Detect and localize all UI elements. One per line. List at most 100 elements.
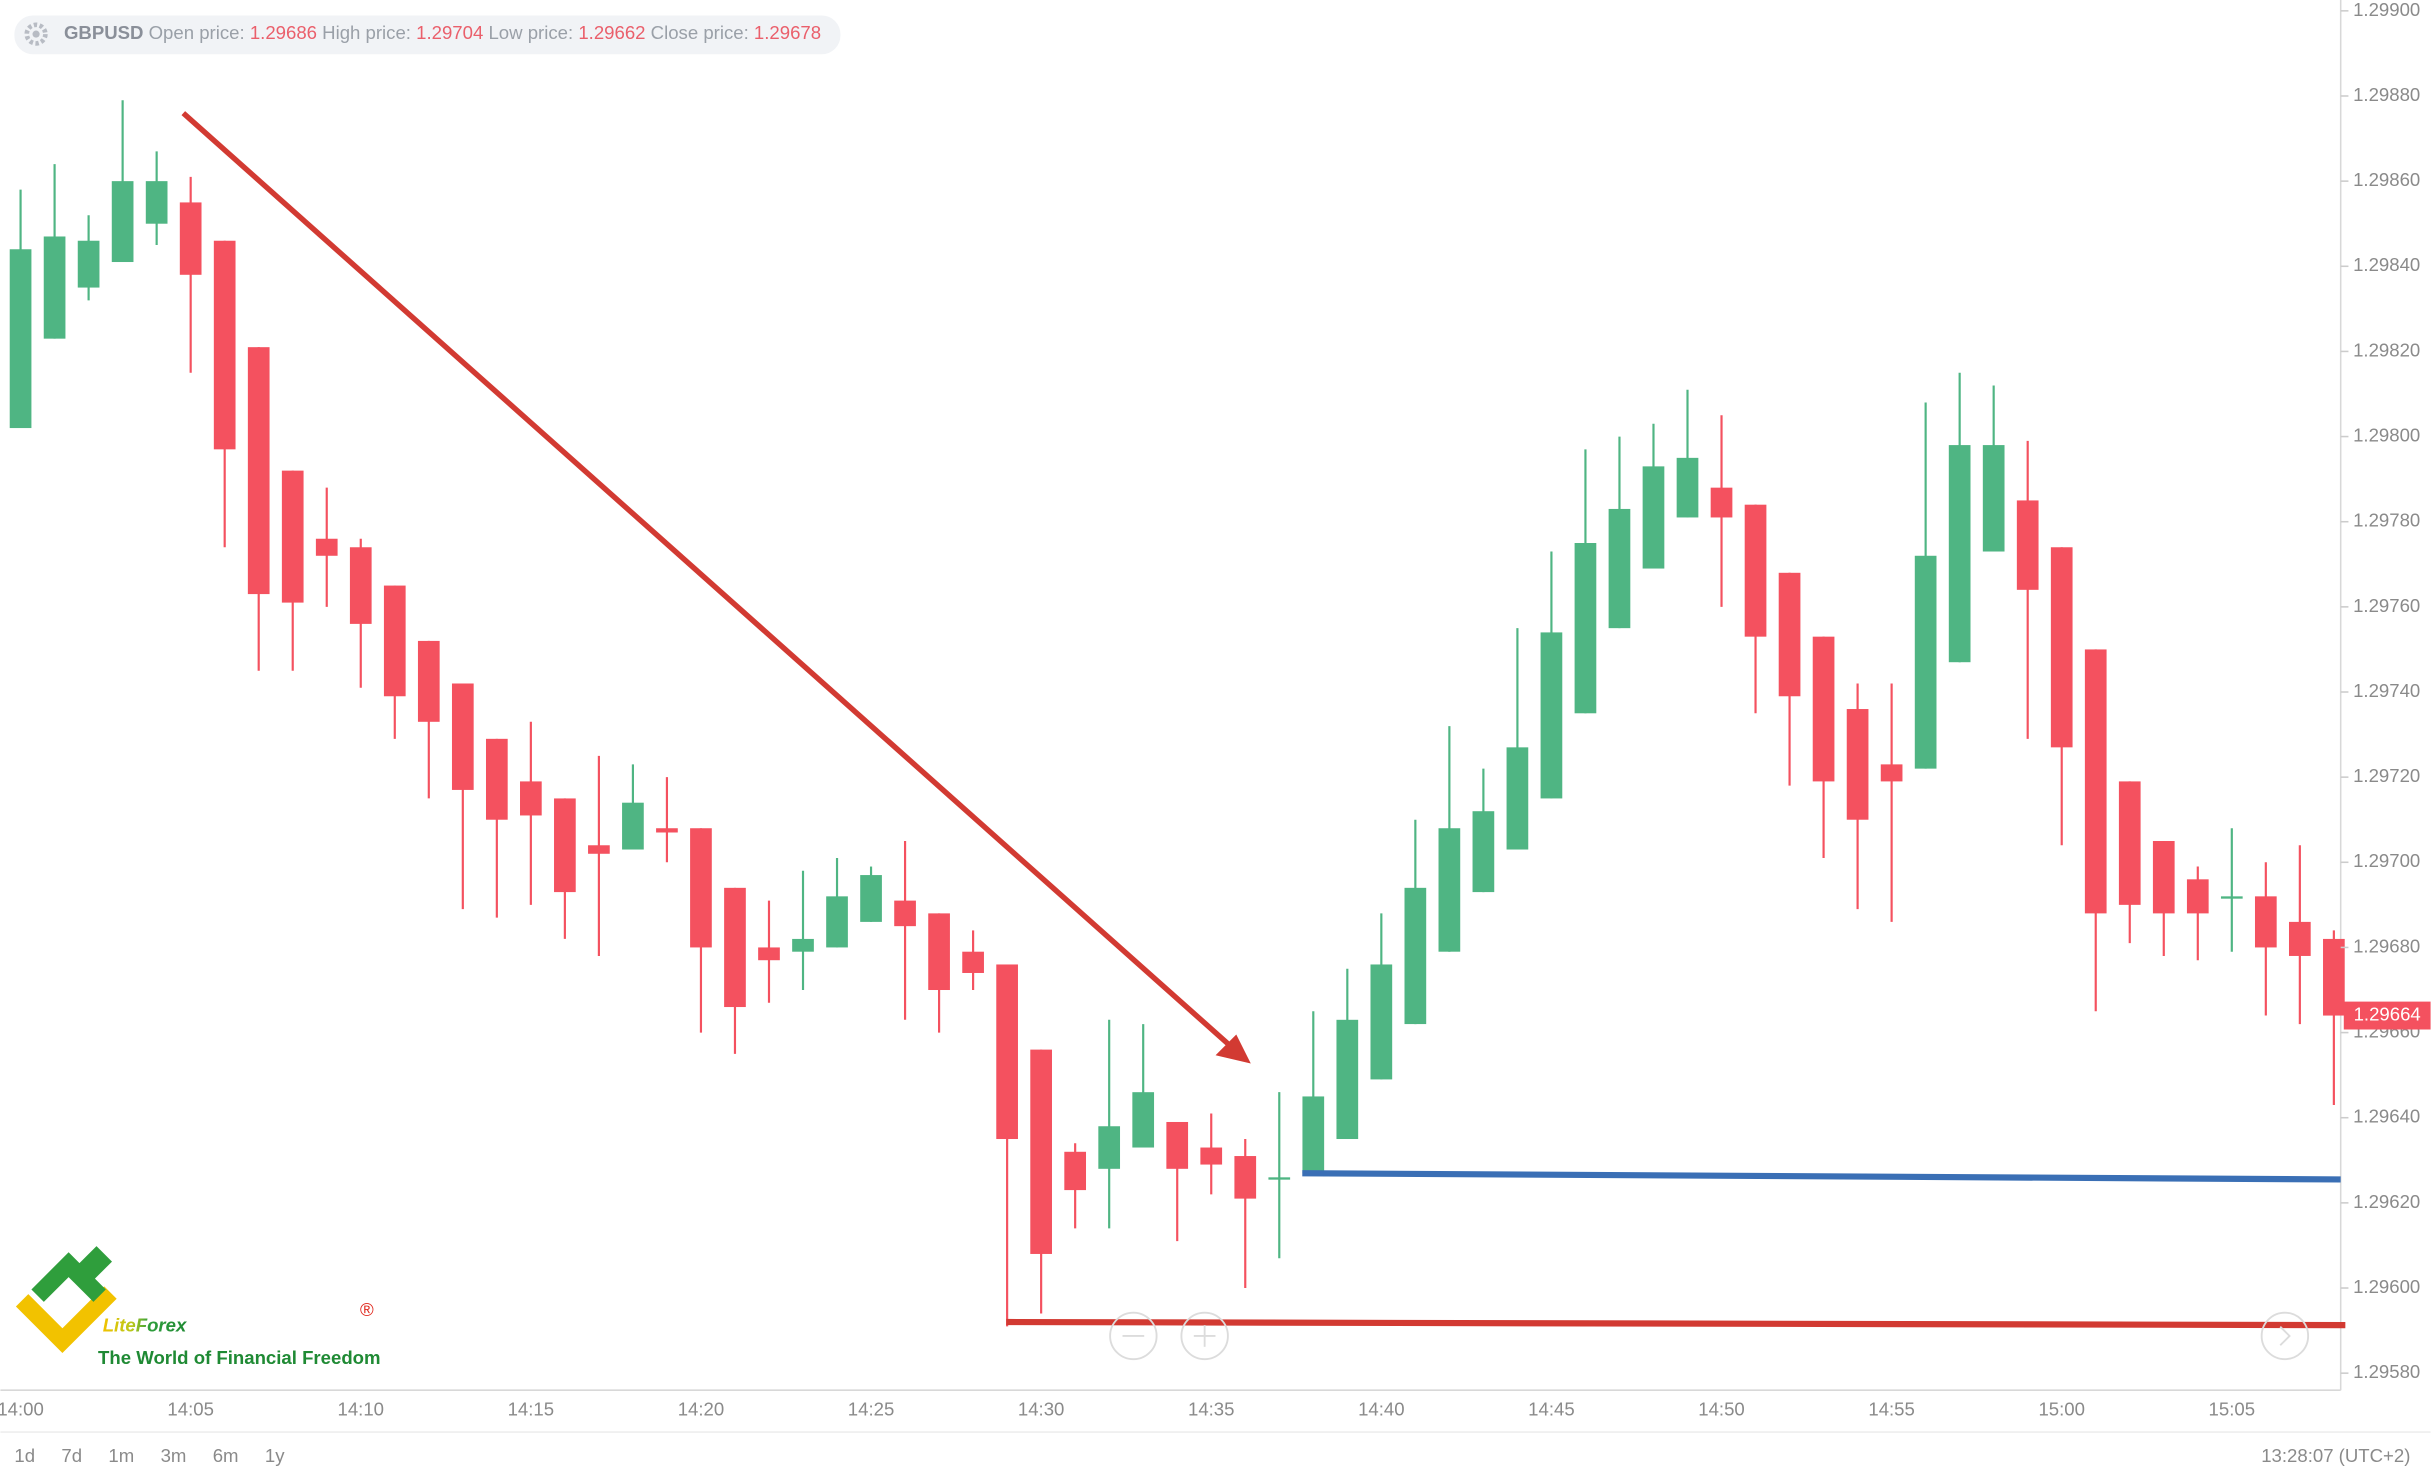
candle-body [43, 236, 66, 339]
logo-mark: ® [360, 1299, 374, 1320]
candle-body [520, 781, 542, 816]
candle-body [1676, 457, 1699, 518]
candle-body [1540, 632, 1563, 799]
high-value: 1.29704 [416, 22, 483, 43]
candle-body [1914, 555, 1937, 769]
y-tick-label: 1.29640 [2353, 1106, 2420, 1127]
x-tick-label: 14:45 [1528, 1398, 1575, 1419]
clock: 13:28:07 (UTC+2) [2261, 1445, 2410, 1466]
x-tick-label: 14:50 [1698, 1398, 1745, 1419]
candle-body [1948, 445, 1971, 663]
period-button[interactable]: 7d [61, 1445, 82, 1466]
candle-body [1710, 487, 1733, 518]
x-tick-label: 14:10 [338, 1398, 385, 1419]
candle-body [349, 547, 372, 624]
low-line [1006, 1318, 2346, 1329]
candle-body [928, 913, 950, 991]
y-tick-label: 1.29580 [2353, 1361, 2420, 1382]
zoom-controls[interactable] [1109, 1311, 2310, 1361]
y-tick-label: 1.29720 [2353, 765, 2420, 786]
period-button[interactable]: 1m [108, 1445, 134, 1466]
candle-body [1132, 1092, 1155, 1148]
candle-body [9, 249, 32, 429]
candle-body [1608, 508, 1631, 629]
symbol: GBPUSD [64, 22, 143, 43]
candle-body [1880, 764, 1903, 782]
candle-body [1812, 636, 1835, 782]
close-label: Close price: [651, 22, 749, 43]
candle-body [962, 951, 984, 973]
y-tick-label: 1.29840 [2353, 254, 2420, 275]
y-tick-label: 1.29700 [2353, 850, 2420, 871]
candle-body [1336, 1019, 1359, 1140]
y-tick-label: 1.29860 [2353, 169, 2420, 190]
candle-body [77, 240, 100, 288]
candle-body [622, 802, 644, 850]
candle-body [2016, 500, 2039, 590]
logo-name: LiteForex [103, 1315, 187, 1336]
candle-body [213, 240, 236, 450]
candle-body [1098, 1126, 1121, 1169]
candle-body [1200, 1147, 1223, 1165]
y-tick-label: 1.29740 [2353, 680, 2420, 701]
x-tick-label: 14:20 [678, 1398, 725, 1419]
period-button[interactable]: 6m [213, 1445, 239, 1466]
x-tick-label: 14:00 [0, 1398, 44, 1419]
low-label: Low price: [488, 22, 573, 43]
candle-body [826, 896, 848, 948]
y-tick-label: 1.29620 [2353, 1191, 2420, 1212]
y-tick-label: 1.29680 [2353, 935, 2420, 956]
candle-body [281, 470, 304, 603]
candle-body [1404, 887, 1427, 1025]
candle-body [690, 828, 712, 948]
candle-body [2152, 841, 2175, 914]
candle-body [1030, 1049, 1052, 1254]
candle-body [451, 683, 474, 790]
close-value: 1.29678 [754, 22, 821, 43]
y-tick-label: 1.29880 [2353, 84, 2420, 105]
candle-body [1744, 504, 1767, 637]
candle-body [485, 738, 508, 820]
candle-body [2186, 879, 2209, 914]
period-button[interactable]: 1y [265, 1445, 285, 1466]
candle-body [656, 828, 678, 833]
candle-body [1234, 1156, 1257, 1199]
candle-body [724, 887, 746, 1008]
arrow-head [1215, 1034, 1251, 1064]
candle-body [2084, 649, 2107, 914]
x-tick-label: 14:40 [1358, 1398, 1405, 1419]
candle-body [2288, 921, 2311, 956]
candle-body [792, 938, 814, 952]
header: GBPUSD Open price: 1.29686 High price: 1… [64, 22, 821, 43]
x-tick-label: 14:25 [848, 1398, 895, 1419]
candle-body [1166, 1121, 1189, 1169]
candle-body [2118, 781, 2141, 905]
y-tick-label: 1.29780 [2353, 510, 2420, 531]
candle-body [588, 845, 610, 854]
candle-body [1506, 747, 1529, 850]
candles [9, 100, 2345, 1327]
candle-body [2254, 896, 2277, 948]
y-tick-label: 1.29760 [2353, 595, 2420, 616]
x-tick-label: 15:05 [2209, 1398, 2256, 1419]
candle-body [315, 538, 338, 556]
candle-body [1438, 828, 1461, 952]
gear-icon[interactable] [24, 22, 48, 46]
candle-body [894, 900, 916, 927]
candle-body [2050, 547, 2073, 748]
open-value: 1.29686 [250, 22, 317, 43]
x-tick-label: 15:00 [2038, 1398, 2085, 1419]
candle-body [1370, 964, 1393, 1080]
x-tick-label: 14:35 [1188, 1398, 1235, 1419]
logo-icon [15, 1246, 117, 1354]
candle-body [383, 585, 406, 697]
y-tick-label: 1.29800 [2353, 424, 2420, 445]
period-button[interactable]: 1d [14, 1445, 35, 1466]
low-value: 1.29662 [578, 22, 645, 43]
candle-body [2220, 896, 2243, 899]
last-price-tag [2343, 1001, 2431, 1030]
period-button[interactable]: 3m [161, 1445, 187, 1466]
y-tick-label: 1.29600 [2353, 1276, 2420, 1297]
